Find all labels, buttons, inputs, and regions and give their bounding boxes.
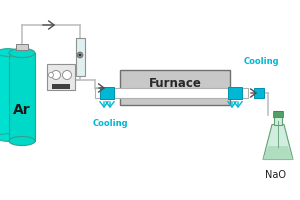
Ellipse shape [77,52,83,58]
Bar [254,88,264,98]
Bar [100,87,114,99]
Text: Furnace: Furnace [148,77,201,90]
Bar [120,70,230,105]
Ellipse shape [49,72,53,77]
Bar [228,87,242,99]
Bar [47,64,75,90]
Ellipse shape [9,136,35,146]
Text: Ar: Ar [13,103,31,117]
Polygon shape [263,124,293,160]
Text: NaO: NaO [266,170,286,180]
Text: Cooling: Cooling [92,119,128,128]
Bar [16,44,28,50]
Bar [95,88,248,98]
Bar [0,52,19,138]
Bar [273,110,283,116]
Bar [76,38,85,76]
Ellipse shape [52,71,61,79]
Bar [9,53,35,141]
Ellipse shape [62,71,71,79]
Ellipse shape [0,49,19,56]
Bar [52,84,70,89]
Polygon shape [263,146,293,160]
Text: Cooling: Cooling [244,58,280,66]
Ellipse shape [79,54,81,56]
Ellipse shape [0,134,19,141]
Ellipse shape [9,48,35,58]
Bar [274,110,282,124]
